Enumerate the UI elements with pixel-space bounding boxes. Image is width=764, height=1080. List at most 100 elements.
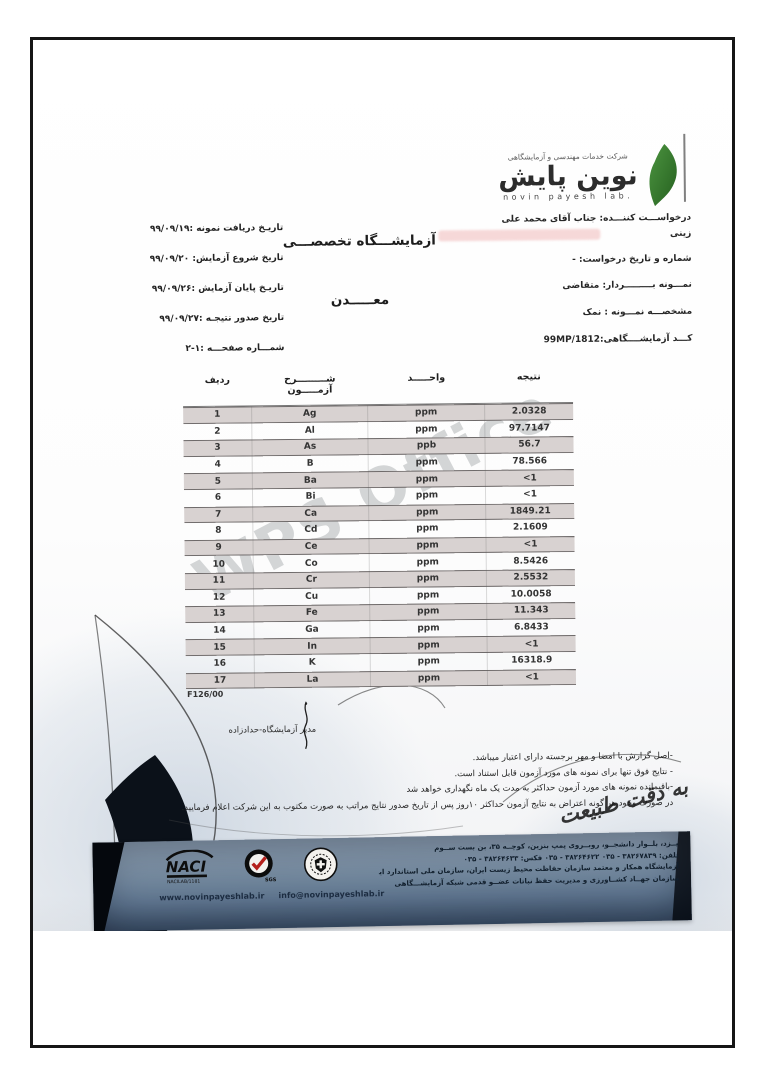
date-line: تاریخ صدور نتیجـه :۹۹/۰۹/۲۷ xyxy=(159,313,285,325)
request-info-line: مشخصـــه نمـــونه : نمک xyxy=(582,306,693,318)
table-cell-result: <1 xyxy=(523,489,537,500)
table-cell-no: 17 xyxy=(185,671,256,690)
request-info-line: شماره و تاریخ درخواست: - xyxy=(572,253,692,266)
table-cell-result: 1849.21 xyxy=(509,506,551,517)
table-cell-unit: ppm xyxy=(370,652,488,671)
footer-strip: یــزد، بلــوار دانشجــو، روبــروی پمپ بن… xyxy=(92,831,692,931)
table-cell-test: In xyxy=(254,637,371,656)
table-cell-unit: ppm xyxy=(368,486,487,505)
footer-address-block: یــزد، بلــوار دانشجــو، روبــروی پمپ بن… xyxy=(378,838,679,890)
table-cell-no: 7 xyxy=(184,505,254,524)
request-info-block: درخواســـت کننـــده: جناب آقای محمد علی ز… xyxy=(425,213,692,347)
swiss-certification-logo xyxy=(302,846,339,883)
table-cell-result: 78.566 xyxy=(512,456,548,467)
table-cell-no: 13 xyxy=(185,605,255,623)
table-cell-unit: ppm xyxy=(368,453,486,472)
document-content: WPS Office شرکت خدمات مهندسی و آزمایشگاه… xyxy=(33,40,732,931)
dates-block: تاریـخ دریافت نمونه :۹۹/۰۹/۱۹ تاریخ شروع … xyxy=(143,223,285,374)
scan-border-frame: WPS Office شرکت خدمات مهندسی و آزمایشگاه… xyxy=(30,37,735,1048)
request-info-line: زینی xyxy=(669,228,692,239)
header-result: نتیجه xyxy=(516,371,541,383)
footer-email: info@novinpayeshlab.ir xyxy=(278,889,385,901)
table-cell-result: 16318.9 xyxy=(511,655,553,666)
company-logo-text: شرکت خدمات مهندسی و آزمایشگاهی نوین پایش… xyxy=(498,151,638,201)
request-info-line: کـــد آزمایشــــگاهی:99MP/1812 xyxy=(543,333,693,346)
table-cell-unit: ppm xyxy=(369,503,487,522)
date-line: تاریخ شروع آزمایش: ۹۹/۰۹/۲۰ xyxy=(149,253,284,265)
table-cell-test: Co xyxy=(253,554,370,573)
footer-shadow-left xyxy=(92,842,146,931)
table-row: 17 La ppm <1 xyxy=(185,668,577,690)
leaf-logo-icon xyxy=(649,144,677,207)
table-cell-test: Ce xyxy=(253,537,370,556)
header-test-line2: آزمـــــون xyxy=(287,384,333,396)
table-cell-test: Bi xyxy=(252,488,370,506)
table-cell-test: Cr xyxy=(253,571,371,589)
table-cell-unit: ppm xyxy=(370,586,488,605)
scanned-page-photo: WPS Office شرکت خدمات مهندسی و آزمایشگاه… xyxy=(33,40,732,931)
table-cell-unit: ppm xyxy=(368,470,486,489)
table-cell-unit: ppm xyxy=(370,603,488,621)
footer-urls: www.novinpayeshlab.ir info@novinpayeshla… xyxy=(159,888,419,902)
table-cell-unit: ppm xyxy=(370,619,488,638)
table-cell-no: 4 xyxy=(183,456,253,474)
table-cell-test: Fe xyxy=(254,604,371,623)
table-cell-unit: ppb xyxy=(368,437,486,455)
table-cell-test: Al xyxy=(252,421,369,440)
company-logo: شرکت خدمات مهندسی و آزمایشگاهی نوین پایش… xyxy=(468,137,681,215)
table-cell-test: B xyxy=(252,454,369,473)
table-cell-result: <1 xyxy=(523,539,538,550)
table-cell-result: 6.8433 xyxy=(514,622,549,633)
table-cell-no: 1 xyxy=(183,406,253,424)
svg-text:NACI: NACI xyxy=(166,857,207,876)
table-cell-unit: ppm xyxy=(369,536,487,555)
table-cell-result: 11.343 xyxy=(513,605,549,617)
table-cell-test: K xyxy=(254,654,371,672)
footer-website: www.novinpayeshlab.ir xyxy=(159,891,265,903)
sgs-logo: SGS xyxy=(240,847,277,884)
table-cell-no: 6 xyxy=(183,489,254,507)
certification-logos: NACI NACILAB/1181 SGS xyxy=(162,845,383,885)
table-cell-test: Ag xyxy=(252,405,369,423)
page-edge-crease xyxy=(683,133,686,202)
table-cell-unit: ppm xyxy=(370,636,488,655)
table-cell-no: 14 xyxy=(185,622,255,640)
company-name-fa: نوین پایش xyxy=(498,159,638,193)
results-table-header: ردیف شـــــــــرح آزمـــــون واحـــــد ن… xyxy=(183,371,573,406)
table-cell-no: 2 xyxy=(183,422,253,441)
svg-text:NACILAB/1181: NACILAB/1181 xyxy=(167,879,200,885)
table-cell-no: 10 xyxy=(184,555,254,574)
table-cell-unit: ppm xyxy=(370,669,489,688)
table-cell-no: 16 xyxy=(185,655,255,673)
table-cell-result: <1 xyxy=(524,638,539,650)
department-heading: معـــــدن xyxy=(330,291,390,309)
table-cell-test: Cu xyxy=(254,587,371,606)
request-info-line: نمـــونه بـــــــــردار: متقاضی xyxy=(562,279,692,292)
lab-type-heading: آزمایشـــگاه تخصصـــی xyxy=(282,232,436,251)
signature-mark xyxy=(303,701,308,750)
table-cell-unit: ppm xyxy=(368,403,486,422)
table-cell-no: 9 xyxy=(184,539,254,557)
company-name-en: novin payesh lab. xyxy=(503,190,634,202)
table-cell-test: As xyxy=(252,438,369,457)
table-cell-no: 12 xyxy=(185,588,255,607)
table-cell-unit: ppm xyxy=(369,520,487,538)
table-cell-result: 56.7 xyxy=(518,439,541,451)
table-cell-no: 8 xyxy=(184,522,254,540)
table-cell-result: <1 xyxy=(522,473,537,484)
table-cell-unit: ppm xyxy=(369,569,487,588)
table-cell-result: 8.5426 xyxy=(513,555,549,567)
table-cell-test: La xyxy=(254,670,372,689)
header-row-number: ردیف xyxy=(204,374,230,386)
table-cell-result: 10.0058 xyxy=(510,589,552,600)
table-cell-no: 3 xyxy=(183,439,253,457)
svg-text:SGS: SGS xyxy=(265,877,277,883)
table-cell-no: 15 xyxy=(185,638,255,656)
header-unit: واحـــــد xyxy=(407,372,446,384)
naci-logo: NACI NACILAB/1181 xyxy=(162,849,215,884)
table-cell-test: Ba xyxy=(252,471,369,490)
table-cell-unit: ppm xyxy=(369,553,487,572)
table-cell-result: 2.5532 xyxy=(513,572,549,583)
table-cell-result: 2.0328 xyxy=(511,406,547,417)
